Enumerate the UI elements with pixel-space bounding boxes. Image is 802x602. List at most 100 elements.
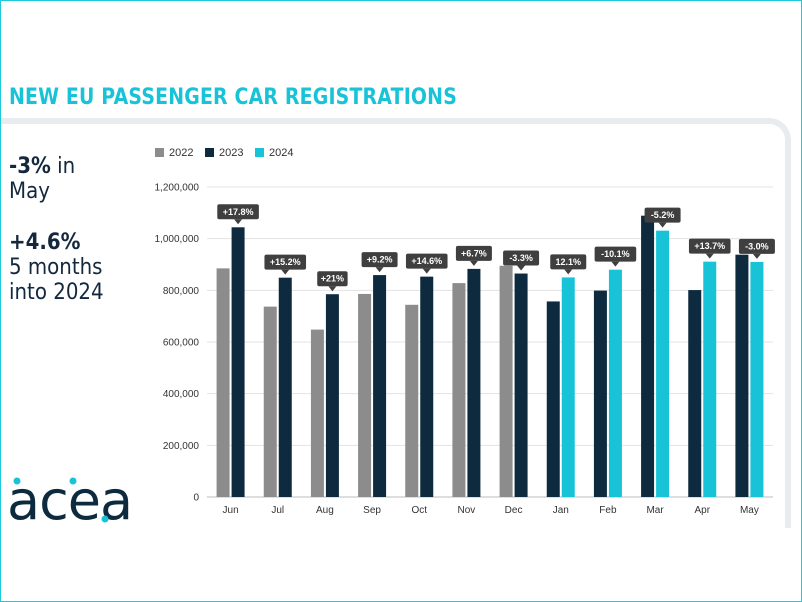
- callout-pointer: [281, 269, 290, 275]
- bar-2023-oct: [420, 276, 434, 497]
- callout-box: [503, 250, 540, 266]
- bar-2023-may: [735, 254, 749, 497]
- callout-pointer: [611, 261, 620, 267]
- callout-box: [594, 246, 637, 262]
- bar-2022-jun: [216, 268, 230, 497]
- y-tick-label: 1,200,000: [155, 183, 200, 194]
- callout-label: +9.2%: [367, 255, 393, 265]
- callout-box: [644, 207, 681, 223]
- stat-ytd-label-2: into 2024: [9, 280, 104, 305]
- y-axis: 0 200,000 400,000 600,000 800,000 1,000,000 1,…: [155, 183, 200, 504]
- callout-feb: -10.1%: [594, 246, 637, 267]
- bar-2023-sep: [373, 275, 387, 497]
- callout-box: [217, 204, 259, 220]
- bar-2023-jul: [278, 277, 292, 497]
- y-tick-label: 200,000: [163, 441, 200, 452]
- callout-may: -3.0%: [738, 238, 775, 259]
- bar-2023-feb: [593, 290, 607, 497]
- bar-2023-jan: [546, 301, 560, 497]
- bar-chart: 2022 2023 2024 0 200,000 400,000 600,000 800,0…: [155, 147, 775, 516]
- callout-box: [455, 245, 492, 261]
- callout-pointer: [422, 268, 431, 274]
- callout-box: [317, 271, 348, 287]
- bar-2022-dec: [499, 265, 513, 497]
- bar-2024-jan: [561, 277, 575, 497]
- panel-border: [1, 118, 791, 528]
- bar-2023-nov: [467, 268, 481, 497]
- callout-label: +13.7%: [694, 241, 725, 251]
- x-tick-label: Mar: [646, 505, 664, 516]
- legend-swatch: [205, 148, 214, 157]
- callout-pointer: [469, 260, 478, 266]
- x-tick-label: May: [740, 505, 759, 516]
- legend-swatch: [255, 148, 264, 157]
- callout-label: -3.0%: [745, 241, 769, 251]
- callout-jun: +17.8%: [217, 204, 259, 225]
- x-tick-label: Dec: [505, 505, 523, 516]
- y-tick-label: 1,000,000: [155, 234, 200, 245]
- chart-grid: [207, 186, 773, 498]
- x-tick-label: Nov: [458, 505, 476, 516]
- callout-apr: +13.7%: [688, 238, 731, 259]
- callout-box: [738, 238, 775, 254]
- callout-box: [361, 252, 398, 268]
- x-tick-label: Aug: [316, 505, 334, 516]
- y-tick-label: 800,000: [163, 286, 200, 297]
- bar-2022-nov: [452, 283, 466, 497]
- chart-callouts: +17.8% +15.2% +21% +9.2% +14.6% +6.7% -3.3% 12.…: [217, 204, 775, 292]
- callout-box: [264, 254, 307, 270]
- y-tick-label: 600,000: [163, 338, 200, 349]
- x-tick-label: Jan: [553, 505, 569, 516]
- callout-pointer: [705, 253, 714, 259]
- bar-2022-aug: [310, 329, 324, 497]
- logo-dot-3: [101, 515, 109, 523]
- stat-may: -3% in May: [9, 154, 75, 204]
- callout-label: +6.7%: [461, 248, 487, 258]
- stat-ytd-label-1: 5 months: [9, 255, 103, 280]
- logo-dot-1: [13, 477, 21, 485]
- callout-box: [405, 253, 448, 269]
- callout-aug: +21%: [317, 271, 348, 292]
- bar-2023-jun: [231, 227, 245, 498]
- callout-mar: -5.2%: [644, 207, 681, 228]
- x-tick-label: Apr: [694, 505, 710, 516]
- bar-2024-may: [750, 261, 764, 497]
- chart-bars: [216, 215, 764, 498]
- x-tick-label: Jul: [271, 505, 284, 516]
- stat-may-inline: in: [50, 154, 76, 179]
- callout-label: +14.6%: [411, 256, 442, 266]
- bar-2022-jul: [263, 306, 277, 497]
- callout-pointer: [517, 265, 526, 271]
- callout-label: -5.2%: [651, 210, 675, 220]
- x-tick-label: Jun: [223, 505, 239, 516]
- x-tick-label: Oct: [411, 505, 427, 516]
- callout-dec: -3.3%: [503, 250, 540, 271]
- bar-2022-oct: [405, 304, 419, 497]
- legend-label: 2022: [169, 147, 193, 159]
- bar-2023-mar: [641, 215, 655, 498]
- stat-ytd: +4.6% 5 months into 2024: [9, 230, 104, 305]
- y-tick-label: 400,000: [163, 389, 200, 400]
- callout-nov: +6.7%: [455, 245, 492, 266]
- logo-text: acea: [7, 471, 132, 531]
- callout-label: 12.1%: [555, 257, 581, 267]
- chart-legend: 2022 2023 2024: [155, 147, 293, 159]
- callout-pointer: [328, 286, 337, 292]
- x-tick-label: Feb: [599, 505, 617, 516]
- bar-2024-apr: [703, 261, 717, 497]
- bar-2022-sep: [358, 293, 372, 497]
- callout-jan: 12.1%: [550, 254, 587, 275]
- callout-label: +21%: [321, 274, 344, 284]
- callout-label: +15.2%: [270, 257, 301, 267]
- stat-may-label: May: [9, 179, 50, 204]
- callout-label: -3.3%: [509, 253, 533, 263]
- legend-label: 2024: [269, 147, 293, 159]
- bar-2023-dec: [514, 273, 528, 497]
- callout-box: [688, 238, 731, 254]
- callout-pointer: [375, 267, 384, 273]
- callout-pointer: [658, 222, 667, 228]
- x-axis: Jun Jul Aug Sep Oct Nov Dec Jan Feb Mar Apr May: [223, 505, 759, 516]
- callout-pointer: [752, 253, 761, 259]
- callout-box: [550, 254, 587, 270]
